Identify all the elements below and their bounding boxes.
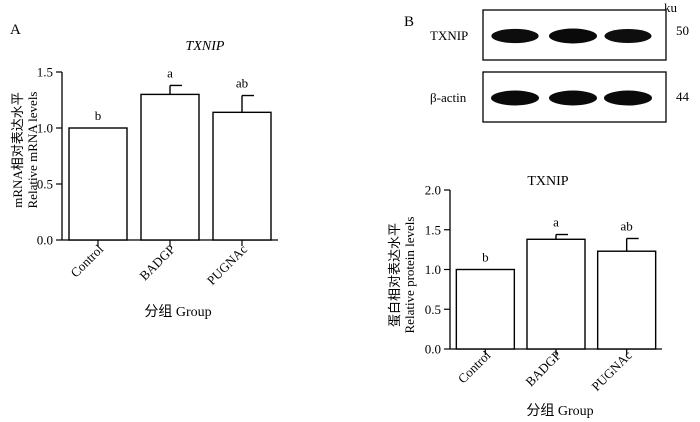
chart-b-xtick-label: BADGP [522,348,564,390]
chart-b-sig-label: b [482,250,489,265]
blot-size-txnip: 50 [676,23,689,38]
western-blot: ku TXNIP β-actin 50 44 [430,0,690,123]
blot-size-actin: 44 [676,89,690,104]
chart-a: TXNIP mRNA相对表达水平 Relative mRNA levels 分组… [10,39,278,320]
chart-b-sig-label: a [553,215,559,230]
chart-b-xtick-label: PUGNAc [588,347,635,394]
blot-band-actin-lane-2 [549,90,597,106]
chart-b-ylabel-cn: 蛋白相对表达水平 [387,223,402,327]
chart-a-bar-badgp [140,93,200,241]
chart-b-ylabel-en: Relative protein levels [402,217,417,334]
chart-a-ytick-label: 1.0 [37,121,53,136]
chart-b-ytick-label: 0.0 [425,342,441,357]
chart-b-bar-pugnac [596,250,657,350]
chart-b: TXNIP 蛋白相对表达水平 Relative protein levels 分… [387,174,662,419]
chart-b-ytick-label: 2.0 [425,183,441,198]
blot-band-actin-lane-1 [491,90,539,106]
chart-a-sig-label: b [95,108,102,123]
chart-a-sig-label: a [167,65,173,80]
chart-a-ytick-label: 1.5 [37,65,53,80]
blot-row-label-actin: β-actin [430,90,467,105]
blot-band-txnip-lane-3 [604,29,652,43]
chart-b-ytick-label: 0.5 [425,302,441,317]
blot-band-txnip-lane-1 [491,28,539,44]
chart-b-xtick-label: Control [455,347,494,386]
chart-a-bar-control [68,127,128,241]
chart-b-ytick-label: 1.5 [425,222,441,237]
chart-a-xlabel: 分组 Group [144,304,211,320]
blot-unit: ku [664,0,678,15]
chart-a-ylabel-cn: mRNA相对表达水平 [10,92,25,208]
chart-a-sig-label: ab [236,76,248,91]
chart-a-ytick-label: 0.5 [37,177,53,192]
blot-row-label-txnip: TXNIP [430,28,468,43]
chart-a-bar-pugnac [212,111,272,241]
blot-band-actin-lane-3 [604,90,652,106]
chart-a-title: TXNIP [186,39,225,54]
chart-b-bar-control [455,268,516,350]
chart-b-sig-label: ab [621,218,633,233]
chart-a-xtick-label: Control [67,241,106,280]
panel-a-label: A [10,22,21,38]
chart-a-ytick-label: 0.0 [37,233,53,248]
panel-b-label: B [404,14,414,30]
chart-b-ytick-label: 1.0 [425,262,441,277]
blot-band-txnip-lane-2 [549,28,597,44]
chart-b-xlabel: 分组 Group [526,403,593,419]
chart-a-xtick-label: PUGNAc [204,241,251,288]
chart-b-bar-badgp [526,238,586,350]
chart-a-ylabel-en: Relative mRNA levels [25,92,40,209]
chart-a-xtick-label: BADGP [136,242,178,284]
chart-b-title: TXNIP [527,174,568,189]
